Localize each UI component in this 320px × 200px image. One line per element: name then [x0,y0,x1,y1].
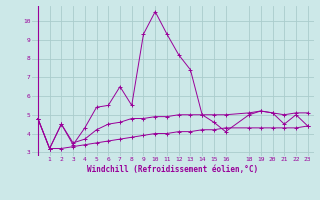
X-axis label: Windchill (Refroidissement éolien,°C): Windchill (Refroidissement éolien,°C) [87,165,258,174]
